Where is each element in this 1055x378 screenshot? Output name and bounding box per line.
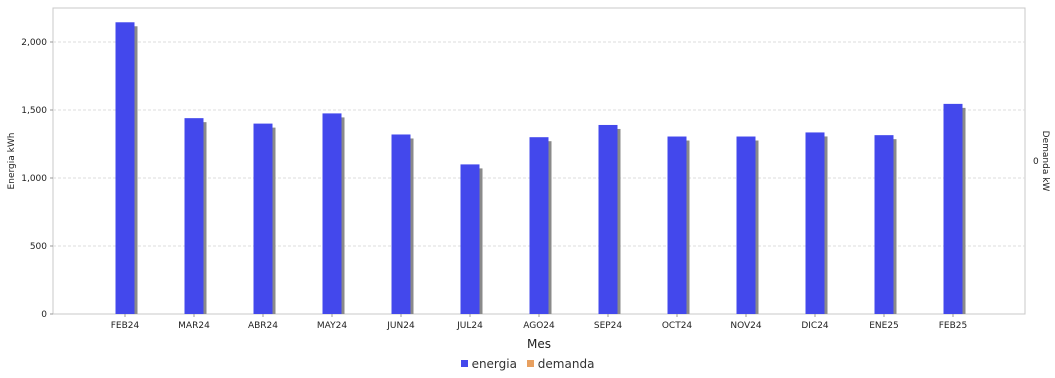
x-tick-label: AGO24	[523, 321, 555, 331]
legend-item-demanda: demanda	[526, 356, 595, 371]
x-tick-label: NOV24	[730, 321, 762, 331]
legend-label-demanda: demanda	[537, 356, 595, 371]
bar	[667, 136, 687, 314]
x-tick-label: ABR24	[248, 321, 278, 331]
x-tick-label: MAY24	[317, 321, 347, 331]
x-tick-label: SEP24	[594, 321, 623, 331]
bar	[529, 137, 549, 314]
y2-tick-label: 0	[1033, 157, 1039, 167]
y-tick-label: 1,000	[21, 174, 47, 184]
y-tick-label: 500	[30, 242, 47, 252]
bar-layer	[115, 22, 966, 315]
bar	[253, 123, 273, 314]
legend-swatch-demanda	[526, 360, 534, 367]
legend: energia demanda	[0, 356, 1055, 371]
x-tick-label: FEB24	[111, 321, 140, 331]
x-tick-label: JUL24	[456, 321, 483, 331]
x-tick-label: ENE25	[869, 321, 899, 331]
legend-label-energia: energia	[471, 356, 517, 371]
bar	[460, 164, 480, 314]
x-tick-label: FEB25	[939, 321, 968, 331]
legend-swatch-energia	[460, 360, 468, 367]
x-tick-label: JUN24	[386, 321, 415, 331]
y-axis-label: Energia kWh	[7, 133, 17, 190]
x-tick-label: OCT24	[662, 321, 693, 331]
x-tick-label: MAR24	[178, 321, 210, 331]
y-axis-ticks: 0 500 1,000 1,500 2,000	[21, 38, 53, 320]
bar	[391, 134, 411, 314]
bar	[322, 113, 342, 315]
x-axis-label: Mes	[527, 337, 551, 351]
bar	[874, 135, 894, 314]
bar	[598, 124, 618, 315]
bar	[184, 118, 204, 314]
bar	[943, 103, 963, 314]
y-tick-label: 0	[41, 310, 47, 320]
bar	[736, 136, 756, 314]
y-tick-label: 1,500	[21, 106, 47, 116]
legend-item-energia: energia	[460, 356, 517, 371]
x-tick-label: DIC24	[801, 321, 829, 331]
x-axis-ticks: FEB24 MAR24 ABR24 MAY24 JUN24 JUL24 AGO24 SEP24…	[111, 314, 968, 331]
y2-axis-label: Demanda kW	[1040, 131, 1050, 192]
y-tick-label: 2,000	[21, 38, 47, 48]
bar	[805, 132, 825, 314]
bar	[115, 22, 135, 315]
